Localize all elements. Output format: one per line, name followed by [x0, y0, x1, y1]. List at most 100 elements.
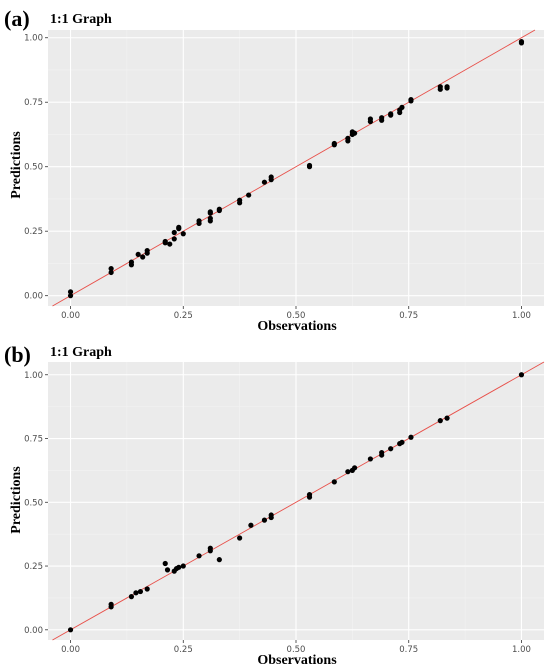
data-point — [268, 512, 274, 518]
y-tick-label: 0.25 — [24, 562, 43, 572]
data-point — [162, 560, 168, 567]
gridlines — [48, 30, 544, 306]
x-axis-ticks: 0.00 0.25 0.50 0.75 1.00 — [61, 306, 531, 321]
data-point — [237, 197, 243, 203]
panel-letter: (b) — [4, 342, 31, 367]
x-tick-label: 0.00 — [61, 645, 80, 655]
data-point — [331, 479, 337, 485]
one-to-one-reference-line — [52, 29, 536, 307]
data-point — [367, 456, 373, 462]
x-axis-title: Observations — [257, 319, 337, 334]
data-point — [133, 590, 139, 596]
data-point — [196, 553, 202, 559]
x-tick-label: 0.75 — [399, 311, 418, 321]
data-point — [444, 415, 450, 421]
data-point — [108, 265, 114, 272]
data-point — [137, 588, 144, 595]
x-tick-label: 1.00 — [512, 311, 531, 321]
data-point — [437, 418, 443, 424]
data-point — [352, 130, 358, 136]
x-axis-title: Observations — [257, 653, 337, 668]
x-tick-label: 0.00 — [61, 311, 80, 321]
data-point — [180, 563, 186, 569]
data-point — [399, 439, 405, 445]
data-point — [331, 140, 337, 147]
data-point — [128, 594, 135, 600]
data-point — [207, 215, 213, 221]
data-point — [171, 236, 177, 242]
data-point — [248, 522, 254, 528]
y-tick-label: 0.50 — [24, 498, 43, 508]
plot-title: 1:1 Graph — [50, 12, 112, 27]
data-point — [140, 254, 146, 260]
gridlines — [48, 362, 544, 640]
data-point — [261, 179, 268, 185]
data-point — [345, 469, 351, 475]
y-tick-label: 0.00 — [24, 292, 43, 302]
y-tick-label: 0.25 — [24, 227, 43, 237]
data-point — [196, 218, 202, 224]
data-point — [408, 97, 414, 103]
data-point — [367, 116, 373, 122]
panel-letter: (a) — [4, 6, 30, 31]
data-point — [67, 293, 74, 299]
x-tick-label: 1.00 — [512, 645, 531, 655]
data-point — [176, 564, 182, 570]
data-point — [518, 39, 525, 45]
data-point — [345, 135, 351, 141]
data-point — [518, 372, 525, 378]
x-tick-label: 0.25 — [174, 311, 193, 321]
data-points — [67, 372, 525, 633]
data-point — [162, 238, 168, 245]
data-point — [108, 601, 114, 607]
x-tick-label: 0.50 — [287, 645, 306, 655]
y-axis-ticks: 0.00 0.25 0.50 0.75 1.00 — [24, 371, 48, 636]
data-points — [67, 39, 525, 299]
y-axis-title: Predictions — [9, 466, 24, 534]
data-point — [216, 206, 222, 212]
x-tick-label: 0.75 — [399, 645, 418, 655]
x-tick-label: 0.25 — [174, 645, 193, 655]
data-point — [207, 209, 213, 215]
data-point — [176, 224, 182, 230]
data-point — [67, 627, 74, 633]
data-point — [246, 192, 252, 198]
data-point — [399, 104, 405, 110]
y-axis-title: Predictions — [9, 131, 24, 199]
data-point — [108, 269, 114, 276]
data-point — [164, 567, 171, 573]
data-point — [144, 247, 150, 254]
data-point — [261, 517, 268, 523]
data-point — [437, 84, 443, 90]
y-tick-label: 0.75 — [24, 98, 43, 108]
data-point — [444, 84, 450, 90]
y-tick-label: 0.00 — [24, 626, 43, 636]
data-point — [306, 492, 313, 498]
panel-a: (a) 1:1 Graph 0.00 0.25 0.50 0.75 1.00 0.000… — [4, 6, 544, 334]
plot-title: 1:1 Graph — [50, 345, 112, 360]
x-tick-label: 0.50 — [287, 311, 306, 321]
data-point — [379, 449, 385, 456]
data-point — [237, 535, 243, 541]
data-point — [180, 231, 186, 237]
data-point — [135, 251, 141, 258]
y-tick-label: 1.00 — [24, 371, 43, 381]
data-point — [306, 162, 313, 169]
y-tick-label: 1.00 — [24, 34, 43, 44]
data-point — [167, 241, 173, 247]
data-point — [388, 446, 394, 452]
data-point — [268, 174, 274, 180]
data-point — [408, 434, 414, 440]
data-point — [216, 557, 222, 563]
data-point — [352, 465, 358, 471]
data-point — [207, 545, 213, 551]
y-tick-label: 0.50 — [24, 163, 43, 173]
panel-b: (b) 1:1 Graph 0.00 0.25 0.50 0.75 1.00 0.000… — [4, 342, 545, 668]
x-axis-ticks: 0.00 0.25 0.50 0.75 1.00 — [61, 640, 531, 655]
data-point — [388, 111, 394, 117]
data-point — [128, 259, 135, 265]
data-point — [144, 586, 150, 592]
y-tick-label: 0.75 — [24, 435, 43, 445]
data-point — [379, 115, 385, 121]
